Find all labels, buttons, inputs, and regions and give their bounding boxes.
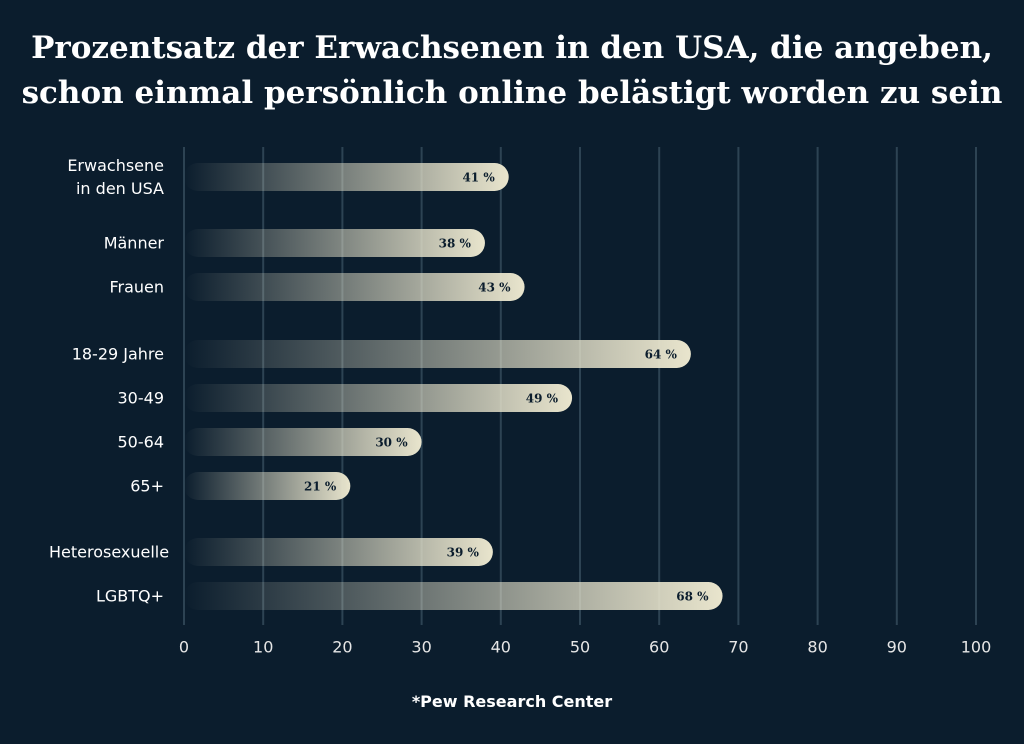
value-label: 68 % xyxy=(676,590,709,604)
category-label: Männer xyxy=(103,233,164,253)
bar xyxy=(184,163,509,191)
category-label: 18-29 Jahre xyxy=(71,344,164,364)
value-label: 43 % xyxy=(478,281,511,295)
x-tick-label: 10 xyxy=(253,638,273,657)
category-label: 30-49 xyxy=(117,388,165,408)
category-label: Heterosexuelle xyxy=(49,542,170,562)
category-label: 65+ xyxy=(130,476,164,496)
value-label: 21 % xyxy=(304,480,337,494)
category-label: Erwachsene in den USA xyxy=(67,156,164,198)
x-tick-label: 90 xyxy=(887,638,907,657)
category-label: LGBTQ+ xyxy=(95,586,164,606)
x-tick-label: 40 xyxy=(491,638,511,657)
bar xyxy=(184,229,485,257)
source-note: *Pew Research Center xyxy=(411,692,613,711)
x-tick-label: 50 xyxy=(570,638,590,657)
value-label: 64 % xyxy=(645,348,678,362)
bar xyxy=(184,472,351,500)
chart-title: Prozentsatz der Erwachsenen in den USA, … xyxy=(31,30,993,66)
chart-title: schon einmal persönlich online belästigt… xyxy=(21,75,1003,111)
bar xyxy=(184,340,691,368)
category-label: 50-64 xyxy=(117,432,165,452)
value-label: 41 % xyxy=(462,171,495,185)
x-tick-label: 80 xyxy=(807,638,827,657)
value-label: 39 % xyxy=(447,546,480,560)
bar xyxy=(184,384,573,412)
bar xyxy=(184,428,422,456)
bar xyxy=(184,538,493,566)
value-label: 30 % xyxy=(375,436,408,450)
x-tick-label: 100 xyxy=(961,638,992,657)
x-tick-label: 70 xyxy=(728,638,748,657)
bar xyxy=(184,273,525,301)
value-label: 38 % xyxy=(439,237,472,251)
value-label: 49 % xyxy=(526,392,559,406)
x-tick-label: 60 xyxy=(649,638,669,657)
x-tick-label: 0 xyxy=(179,638,189,657)
x-tick-label: 30 xyxy=(411,638,431,657)
x-tick-label: 20 xyxy=(332,638,352,657)
category-label: Frauen xyxy=(109,277,164,297)
bar xyxy=(184,582,723,610)
